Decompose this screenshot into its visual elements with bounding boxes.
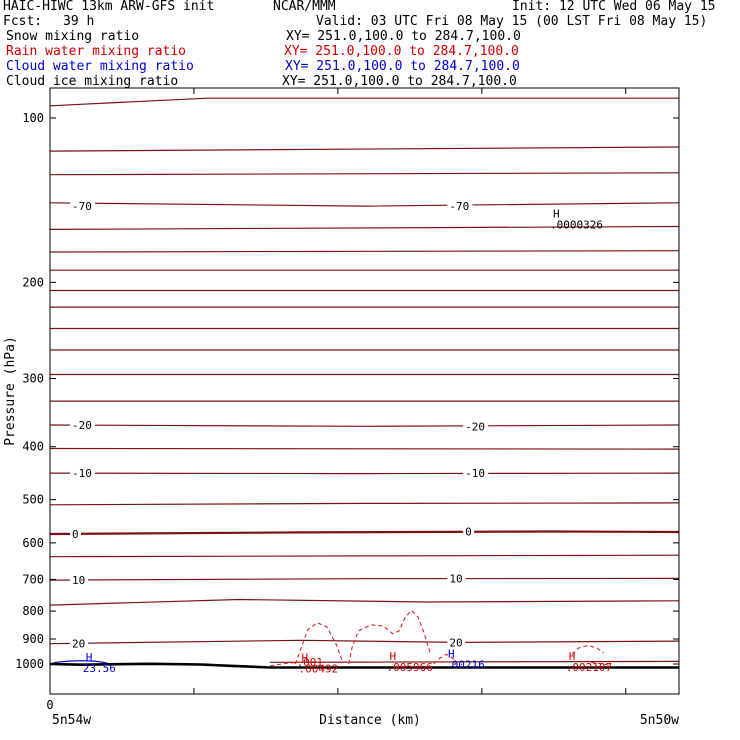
x-axis-zero: 0 (46, 698, 53, 712)
contour-label-4: -10 (72, 467, 92, 480)
isotherm-line-20 (50, 598, 679, 606)
contour-label-7: 0 (465, 526, 472, 539)
max-value-3: .00492 (298, 663, 338, 676)
rain-contour-2 (433, 653, 457, 665)
max-mark-1: H (86, 651, 93, 664)
contour-label-bg-7 (463, 524, 475, 538)
contour-label-5: -10 (465, 467, 485, 480)
field-cloud-water-xy: XY= 251.0,100.0 to 284.7,100.0 (285, 59, 520, 74)
contour-label-11: 20 (449, 636, 462, 649)
field-rain-name: Rain water mixing ratio (6, 44, 187, 59)
rain-contour-5 (590, 661, 610, 666)
contour-label-bg-3 (463, 419, 489, 433)
field-cloud-ice-name: Cloud ice mixing ratio (6, 74, 179, 89)
max-mark-0: H (553, 207, 560, 220)
field-cloud-ice-xy: XY= 251.0,100.0 to 284.7,100.0 (282, 74, 517, 89)
isotherm-line-0 (50, 97, 679, 107)
y-tick-label-600: 600 (22, 536, 44, 550)
isotherm-line-3 (50, 202, 679, 207)
contour-label-bg-0 (70, 199, 96, 213)
isotherm-line-5 (50, 250, 679, 253)
isotherm-line-18 (50, 554, 679, 558)
y-axis-label: Pressure (hPa) (3, 336, 18, 446)
isotherm-line-2 (50, 172, 679, 176)
contour-label-bg-9 (447, 571, 466, 585)
contour-label-3: -20 (465, 420, 485, 433)
max-mark-4: H (390, 650, 397, 663)
contour-label-2: -20 (72, 419, 92, 432)
y-tick-label-700: 700 (22, 572, 44, 586)
max-value-1: 23.56 (83, 662, 116, 675)
max-mark-5: H (448, 647, 455, 660)
isotherm-line-4 (50, 225, 679, 230)
y-tick-label-800: 800 (22, 604, 44, 618)
isotherm-line-1 (50, 146, 679, 152)
center-label: NCAR/MMM (273, 0, 336, 14)
isotherm-line-17 (50, 530, 679, 536)
max-mark-3: H (301, 652, 308, 665)
contour-label-6: 0 (72, 528, 79, 541)
contour-label-10: 20 (72, 638, 85, 651)
isotherm-line-13 (50, 424, 679, 427)
contour-label-bg-11 (447, 635, 466, 649)
y-tick-label-1000: 1000 (15, 657, 44, 671)
contour-label-bg-5 (463, 466, 489, 480)
fcst-value: 39 h (63, 14, 95, 29)
left-location: 5n54w (52, 713, 91, 728)
max-value-0: .0000326 (550, 218, 603, 231)
contour-label-bg-1 (447, 199, 473, 213)
y-tick-label-300: 300 (22, 372, 44, 386)
contour-label-9: 10 (449, 573, 462, 586)
contour-label-0: -70 (72, 200, 92, 213)
contour-label-8: 10 (72, 574, 85, 587)
right-location: 5n50w (640, 713, 679, 728)
field-snow-xy: XY= 251.0,100.0 to 284.7,100.0 (286, 29, 521, 44)
contour-label-bg-2 (70, 418, 96, 432)
contour-label-bg-4 (70, 466, 96, 480)
isotherm-line-19 (50, 577, 679, 581)
x-axis-label: Distance (km) (319, 713, 421, 728)
terrain-surface-line (50, 662, 679, 669)
valid-time: Valid: 03 UTC Fri 08 May 15 (00 LST Fri … (316, 14, 708, 29)
cloud-contour-0 (50, 660, 110, 665)
field-rain-xy: XY= 251.0,100.0 to 284.7,100.0 (284, 44, 519, 59)
y-tick-label-100: 100 (22, 111, 44, 125)
max-value-6: .002107 (566, 661, 612, 674)
contour-label-bg-8 (70, 573, 89, 587)
rain-contour-1 (348, 609, 432, 665)
y-tick-label-400: 400 (22, 440, 44, 454)
y-tick-label-500: 500 (22, 493, 44, 507)
field-cloud-water-name: Cloud water mixing ratio (6, 59, 194, 74)
isotherm-line-14 (50, 447, 679, 450)
max-mark-6: H (569, 650, 576, 663)
field-snow-name: Snow mixing ratio (6, 29, 140, 44)
model-title: HAIC-HIWC 13km ARW-GFS init (3, 0, 215, 14)
rain-contour-4 (270, 661, 302, 667)
isotherm-line-21 (50, 639, 679, 645)
fcst-label: Fcst: (3, 14, 43, 29)
isotherm-line-16 (50, 502, 679, 506)
contour-label-bg-6 (70, 527, 82, 541)
max-value-5: .00216 (445, 658, 485, 671)
max-value-4: .005966 (387, 661, 433, 674)
max-value-2: .001 (297, 656, 324, 669)
rain-contour-3 (571, 644, 604, 655)
contour-label-1: -70 (449, 200, 469, 213)
contour-label-bg-10 (70, 636, 89, 650)
isotherm-line-15 (50, 472, 679, 475)
y-tick-label-200: 200 (22, 275, 44, 289)
rain-contour-0 (294, 622, 344, 665)
init-time: Init: 12 UTC Wed 06 May 15 (512, 0, 716, 14)
y-tick-label-900: 900 (22, 632, 44, 646)
plot-frame (49, 87, 680, 695)
